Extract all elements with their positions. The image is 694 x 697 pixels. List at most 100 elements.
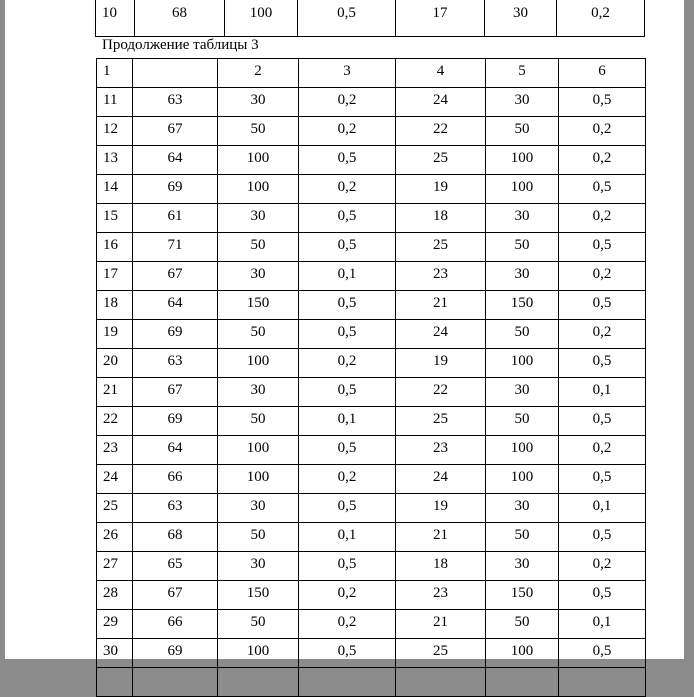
table-cell xyxy=(217,667,299,697)
table-cell: 0,5 xyxy=(298,435,396,465)
table-cell: 23 xyxy=(96,435,133,465)
table-cell: 0,5 xyxy=(298,551,396,581)
table-cell: 150 xyxy=(485,580,559,610)
table-cell: 18 xyxy=(96,290,133,320)
table-cell: 64 xyxy=(132,435,218,465)
table-cell: 29 xyxy=(96,609,133,639)
table-cell: 0,1 xyxy=(558,609,646,639)
table-row: 29 66 50 0,2 21 50 0,1 xyxy=(96,609,646,639)
table-cell: 30 xyxy=(217,493,299,523)
table-cell: 24 xyxy=(395,319,486,349)
table-cell: 0,5 xyxy=(298,232,396,262)
table-cell: 50 xyxy=(217,232,299,262)
table-cell: 67 xyxy=(132,377,218,407)
header-cell: 1 xyxy=(96,58,133,88)
table-row: 21 67 30 0,5 22 30 0,1 xyxy=(96,377,646,407)
table-cell: 26 xyxy=(96,522,133,552)
table-row: 13 64 100 0,5 25 100 0,2 xyxy=(96,145,646,175)
table-cell: 0,5 xyxy=(298,638,396,668)
table-cell: 19 xyxy=(395,174,486,204)
table-cell: 68 xyxy=(134,0,225,37)
table-cell: 24 xyxy=(96,464,133,494)
table-cell: 68 xyxy=(132,522,218,552)
table-cell: 0,5 xyxy=(558,348,646,378)
table-cell: 22 xyxy=(96,406,133,436)
table-cell: 50 xyxy=(485,319,559,349)
table-cell: 100 xyxy=(217,464,299,494)
table-cell: 0,2 xyxy=(558,435,646,465)
table-cell: 17 xyxy=(96,261,133,291)
table-cell: 22 xyxy=(395,116,486,146)
table-cell: 30 xyxy=(485,493,559,523)
table-cell: 24 xyxy=(395,87,486,117)
table-cell: 30 xyxy=(485,203,559,233)
table-cell: 25 xyxy=(395,638,486,668)
table-cell: 100 xyxy=(485,174,559,204)
table-cell xyxy=(132,667,218,697)
table-cell: 23 xyxy=(395,261,486,291)
table-cell: 30 xyxy=(217,87,299,117)
table-row: 10 68 100 0,5 17 30 0,2 xyxy=(95,0,645,37)
table-cell: 25 xyxy=(96,493,133,523)
table-cell: 25 xyxy=(395,406,486,436)
table-row: 19 69 50 0,5 24 50 0,2 xyxy=(96,319,646,349)
table-cell: 0,1 xyxy=(558,377,646,407)
table-cell: 30 xyxy=(484,0,557,37)
table-cell: 0,5 xyxy=(558,580,646,610)
table-cell: 19 xyxy=(395,493,486,523)
table-cell: 100 xyxy=(217,174,299,204)
header-cell: 4 xyxy=(395,58,486,88)
table-cell: 25 xyxy=(395,232,486,262)
header-cell: 6 xyxy=(558,58,646,88)
table-cell: 14 xyxy=(96,174,133,204)
table-cell: 17 xyxy=(395,0,485,37)
table-cell: 66 xyxy=(132,609,218,639)
table-cell: 0,5 xyxy=(558,174,646,204)
table-cell: 69 xyxy=(132,174,218,204)
table-cell: 30 xyxy=(217,377,299,407)
table-cell: 30 xyxy=(217,261,299,291)
table-cell xyxy=(96,667,133,697)
table-row xyxy=(96,667,646,697)
table-cell: 50 xyxy=(485,609,559,639)
previous-table-fragment: 10 68 100 0,5 17 30 0,2 xyxy=(95,0,645,37)
table-cell: 21 xyxy=(395,290,486,320)
table-row: 16 71 50 0,5 25 50 0,5 xyxy=(96,232,646,262)
table-cell: 50 xyxy=(217,609,299,639)
table-cell xyxy=(558,667,646,697)
table-cell: 71 xyxy=(132,232,218,262)
table-cell: 18 xyxy=(395,203,486,233)
table-row: 25 63 30 0,5 19 30 0,1 xyxy=(96,493,646,523)
table-cell: 10 xyxy=(95,0,135,37)
table-cell: 0,1 xyxy=(298,522,396,552)
table-cell: 100 xyxy=(485,145,559,175)
table-cell: 63 xyxy=(132,348,218,378)
table-row: 15 61 30 0,5 18 30 0,2 xyxy=(96,203,646,233)
table-cell: 0,1 xyxy=(298,261,396,291)
table-cell: 30 xyxy=(485,377,559,407)
table-cell: 20 xyxy=(96,348,133,378)
table-cell: 50 xyxy=(217,522,299,552)
table-cell: 30 xyxy=(485,261,559,291)
table-cell: 15 xyxy=(96,203,133,233)
table-cell: 0,5 xyxy=(297,0,396,37)
header-cell: 3 xyxy=(298,58,396,88)
table-cell: 63 xyxy=(132,493,218,523)
table-cell: 0,2 xyxy=(558,145,646,175)
table-row: 17 67 30 0,1 23 30 0,2 xyxy=(96,261,646,291)
table-cell: 0,5 xyxy=(298,493,396,523)
table-cell: 11 xyxy=(96,87,133,117)
table-row: 26 68 50 0,1 21 50 0,5 xyxy=(96,522,646,552)
table-cell: 69 xyxy=(132,638,218,668)
table-row: 27 65 30 0,5 18 30 0,2 xyxy=(96,551,646,581)
table-cell: 0,2 xyxy=(298,464,396,494)
table-cell: 25 xyxy=(395,145,486,175)
table-cell: 0,2 xyxy=(558,319,646,349)
table-cell: 0,5 xyxy=(298,290,396,320)
table-cell: 50 xyxy=(485,522,559,552)
table-cell: 61 xyxy=(132,203,218,233)
table-cell: 100 xyxy=(224,0,298,37)
table-cell: 50 xyxy=(485,232,559,262)
table-cell: 0,2 xyxy=(558,551,646,581)
